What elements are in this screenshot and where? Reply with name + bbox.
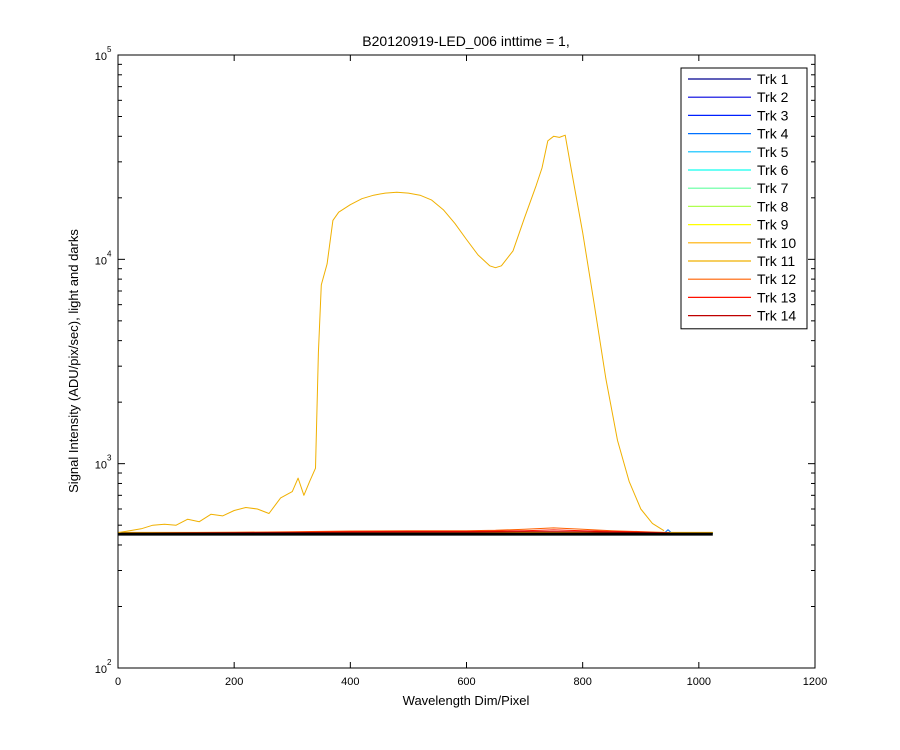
y-tick-label: 10 [95, 255, 107, 267]
series-layer [117, 134, 713, 536]
x-tick-label: 1000 [687, 676, 711, 688]
y-tick-exponent: 2 [107, 658, 112, 667]
legend-label-trk-3: Trk 3 [757, 107, 789, 123]
y-tick-label: 10 [95, 664, 107, 676]
legend-label-trk-8: Trk 8 [757, 198, 789, 214]
legend-box [680, 67, 808, 330]
legend-label-trk-13: Trk 13 [757, 289, 796, 305]
y-tick-exponent: 3 [107, 454, 112, 463]
series-line-trk-11 [117, 134, 665, 534]
chart-title: B20120919-LED_006 inttime = 1, [362, 33, 569, 49]
x-tick-label: 0 [115, 676, 121, 688]
legend-label-trk-6: Trk 6 [757, 162, 789, 178]
legend-label-trk-9: Trk 9 [757, 217, 789, 233]
y-tick-exponent: 4 [107, 249, 112, 258]
x-tick-label: 800 [573, 676, 591, 688]
legend-label-trk-4: Trk 4 [757, 126, 789, 142]
y-tick-exponent: 5 [107, 45, 112, 54]
x-tick-label: 1200 [803, 676, 827, 688]
legend-label-trk-2: Trk 2 [757, 89, 789, 105]
legend-label-trk-10: Trk 10 [757, 235, 796, 251]
x-tick-label: 400 [341, 676, 359, 688]
y-tick-label: 10 [95, 460, 107, 472]
x-tick-label: 600 [457, 676, 475, 688]
legend: Trk 1 Trk 2 Trk 3 Trk 4 Trk 5 Trk 6 Trk 7 Trk 8… [680, 67, 808, 330]
x-tick-label: 200 [225, 676, 243, 688]
axes-layer [117, 54, 816, 669]
legend-label-trk-5: Trk 5 [757, 144, 789, 160]
legend-label-trk-14: Trk 14 [757, 308, 796, 324]
y-tick-label: 10 [95, 51, 107, 63]
legend-label-trk-7: Trk 7 [757, 180, 789, 196]
y-axis-label: Signal Intensity (ADU/pix/sec), light an… [66, 229, 81, 493]
legend-label-trk-11: Trk 11 [757, 253, 795, 269]
legend-label-trk-1: Trk 1 [757, 71, 789, 87]
x-axis-label: Wavelength Dim/Pixel [403, 693, 530, 708]
legend-label-trk-12: Trk 12 [757, 271, 796, 287]
